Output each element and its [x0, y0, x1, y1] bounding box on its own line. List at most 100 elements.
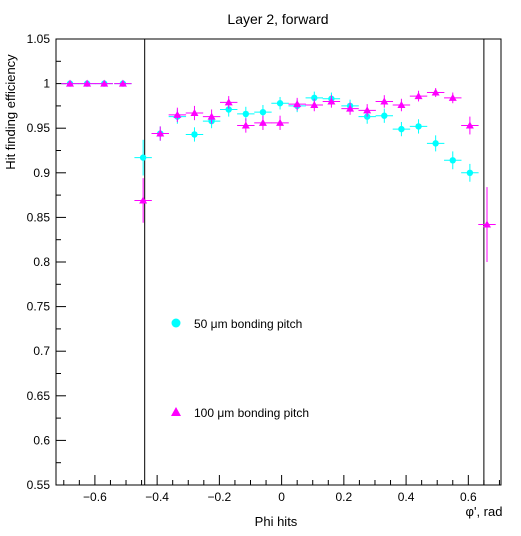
circle-marker [225, 106, 232, 113]
y-tick-label: 0.85 [27, 210, 51, 224]
triangle-marker [293, 100, 302, 108]
y-tick-label: 0.55 [27, 478, 51, 492]
axes: 0.55 0.6 0.65 0.7 0.75 0.8 0.85 0.9 0.95 1 1.05 −0.… [27, 32, 500, 504]
triangle-marker [241, 121, 250, 129]
data-point [185, 105, 204, 121]
y-axis-label: Hit finding efficiency [3, 54, 18, 170]
data-point [461, 116, 479, 135]
data-point [271, 115, 289, 130]
legend-triangle-marker [171, 407, 181, 416]
circle-marker [259, 108, 267, 116]
data-point [134, 139, 152, 176]
data-point [426, 88, 445, 97]
data-point [305, 98, 323, 112]
chart-title: Layer 2, forward [227, 11, 328, 27]
triangle-marker [173, 110, 182, 118]
triangle-marker [276, 118, 285, 126]
data-point [341, 102, 359, 115]
data-point [185, 127, 204, 142]
y-tick-label: 0.6 [33, 433, 50, 447]
circle-marker [276, 100, 284, 107]
triangle-marker [207, 112, 216, 120]
legend-label: 100 μm bonding pitch [194, 406, 309, 420]
circle-marker [363, 113, 371, 120]
boundary-lines [144, 39, 485, 485]
x-tick-label: 0.6 [460, 490, 477, 504]
triangle-marker [190, 109, 199, 117]
y-tick-label: 0.8 [33, 255, 50, 269]
data-point [478, 187, 496, 262]
x-tick-label: 0 [278, 490, 285, 504]
data-point [358, 104, 376, 117]
triangle-marker [118, 79, 127, 87]
circle-marker [311, 94, 318, 102]
y-tick-label: 0.75 [27, 300, 51, 314]
data-point [392, 98, 411, 112]
data-point [61, 79, 79, 87]
circle-marker [191, 131, 198, 138]
data-series [61, 79, 496, 262]
triangle-marker [100, 79, 109, 87]
triangle-marker [431, 88, 440, 96]
legend-label: 50 μm bonding pitch [194, 317, 302, 331]
triangle-marker [156, 129, 165, 137]
triangle-marker [397, 101, 406, 109]
data-point [409, 119, 428, 134]
data-point [202, 109, 221, 124]
data-point [78, 79, 96, 87]
triangle-marker [224, 98, 233, 106]
x-tick-label: −0.4 [145, 490, 169, 504]
triangle-marker [380, 97, 389, 105]
y-tick-label: 0.95 [27, 121, 51, 135]
y-tick-label: 1.05 [27, 32, 51, 46]
data-point [444, 151, 462, 170]
x-tick-label: −0.6 [83, 490, 107, 504]
data-point [271, 96, 289, 110]
triangle-marker [465, 121, 474, 129]
x-axis-unit: φ', rad [466, 504, 503, 519]
triangle-marker [139, 196, 148, 204]
triangle-marker [414, 92, 423, 100]
data-point [409, 90, 428, 102]
data-point [322, 95, 341, 108]
x-tick-label: 0.2 [336, 490, 353, 504]
circle-marker [139, 154, 147, 161]
legend: 50 μm bonding pitch 100 μm bonding pitch [171, 317, 309, 420]
triangle-marker [448, 93, 457, 101]
triangle-marker [66, 79, 75, 87]
circle-marker [398, 125, 405, 133]
triangle-marker [258, 118, 267, 126]
y-tick-label: 0.65 [27, 389, 51, 403]
circle-marker [432, 140, 439, 147]
data-point [114, 79, 132, 87]
x-tick-label: 0.4 [398, 490, 415, 504]
data-point [95, 79, 113, 87]
data-point [237, 118, 255, 133]
y-tick-label: 1 [43, 77, 50, 91]
x-tick-label: −0.2 [208, 490, 232, 504]
legend-circle-marker [171, 318, 181, 328]
x-axis-label: Phi hits [255, 514, 298, 529]
triangle-marker [83, 79, 92, 87]
circle-marker [415, 123, 422, 130]
series-triangle [61, 79, 496, 262]
triangle-marker [482, 220, 491, 228]
data-point [375, 108, 394, 123]
data-point [444, 92, 462, 104]
data-point [288, 97, 306, 111]
triangle-marker [327, 97, 336, 105]
data-point [461, 163, 479, 182]
data-point [254, 115, 272, 130]
data-point [219, 96, 238, 109]
circle-marker [449, 157, 456, 164]
y-tick-label: 0.9 [33, 166, 50, 180]
data-point [426, 135, 445, 152]
circle-marker [242, 110, 250, 118]
data-point [134, 178, 152, 223]
triangle-marker [310, 101, 319, 109]
data-point [151, 126, 169, 141]
circle-marker [466, 169, 474, 176]
circle-marker [381, 112, 388, 119]
data-point [392, 121, 411, 137]
